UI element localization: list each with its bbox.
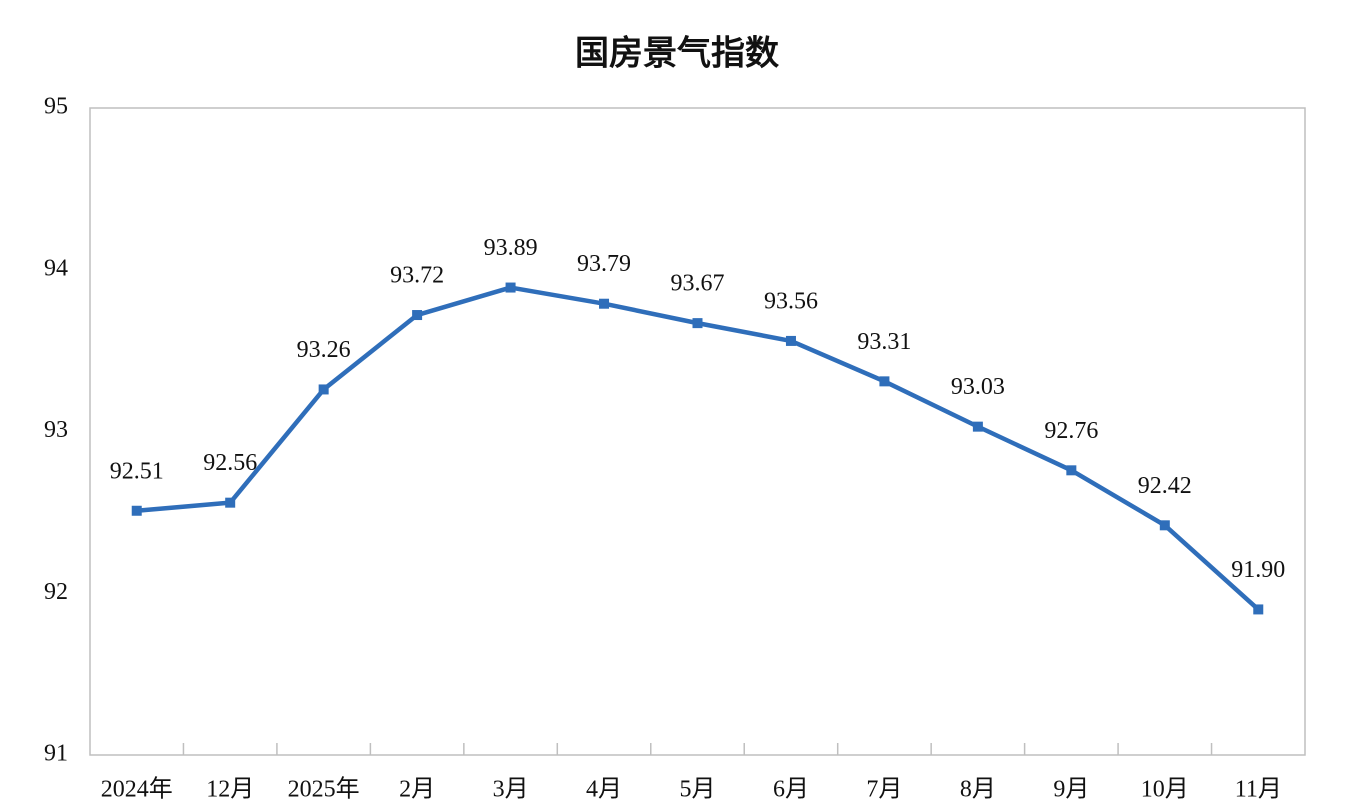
- y-tick-label: 92: [44, 579, 68, 605]
- data-label: 91.90: [1231, 557, 1285, 583]
- y-tick-label: 91: [44, 741, 68, 767]
- x-tick-label: 2025年: [288, 776, 360, 800]
- x-tick-label: 6月: [773, 777, 809, 800]
- x-tick-label: 2月: [399, 777, 435, 800]
- data-label: 93.67: [671, 271, 725, 297]
- line: [136, 285, 1260, 612]
- data-label: 93.26: [297, 337, 351, 363]
- marker: [1066, 465, 1077, 476]
- marker: [131, 505, 142, 516]
- data-label: 92.56: [203, 450, 257, 476]
- data-label: 92.42: [1138, 473, 1192, 499]
- x-tick-label: 7月: [866, 777, 902, 800]
- x-tick-label: 8月: [960, 777, 996, 800]
- x-tick-label: 5月: [680, 777, 716, 800]
- x-tick-label: 9月: [1053, 777, 1089, 800]
- x-tick-label: 10月: [1141, 777, 1189, 800]
- x-tick-label: 11月: [1235, 777, 1282, 800]
- marker: [1159, 520, 1170, 531]
- marker: [599, 298, 610, 309]
- marker: [879, 376, 890, 387]
- data-label: 92.51: [110, 458, 164, 484]
- y-tick-label: 93: [44, 417, 68, 443]
- marker: [972, 421, 983, 432]
- data-label: 93.03: [951, 374, 1005, 400]
- x-tick-label: 3月: [493, 777, 529, 800]
- data-label: 93.89: [484, 235, 538, 261]
- data-label: 93.72: [390, 263, 444, 289]
- plot-frame: [89, 107, 1306, 756]
- marker: [412, 310, 423, 321]
- data-label: 93.56: [764, 288, 818, 314]
- marker: [692, 318, 703, 329]
- marker: [225, 497, 236, 508]
- y-tick-label: 94: [44, 255, 68, 281]
- marker: [1253, 604, 1264, 615]
- data-label: 93.31: [857, 329, 911, 355]
- data-label: 93.79: [577, 251, 631, 277]
- marker: [318, 384, 329, 395]
- y-tick-label: 95: [44, 94, 68, 120]
- x-tick-label: 4月: [586, 777, 622, 800]
- data-label: 92.76: [1044, 418, 1098, 444]
- marker: [785, 335, 796, 346]
- x-tick-label: 12月: [206, 777, 254, 800]
- marker: [505, 282, 516, 293]
- chart-title: 国房景气指数: [575, 34, 779, 74]
- x-tick-label: 2024年: [101, 776, 173, 800]
